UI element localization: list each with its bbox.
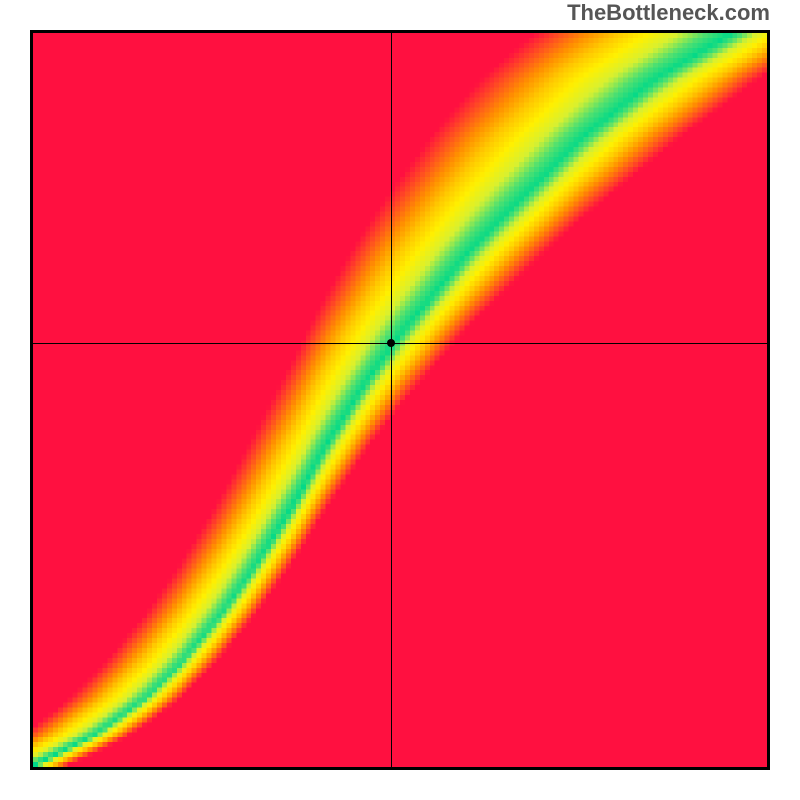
crosshair-vertical xyxy=(391,33,392,767)
heatmap-chart xyxy=(30,30,770,770)
heatmap-canvas xyxy=(33,33,767,767)
watermark-text: TheBottleneck.com xyxy=(567,0,770,26)
chart-container: TheBottleneck.com xyxy=(0,0,800,800)
crosshair-horizontal xyxy=(33,343,767,344)
marker-point xyxy=(387,339,395,347)
